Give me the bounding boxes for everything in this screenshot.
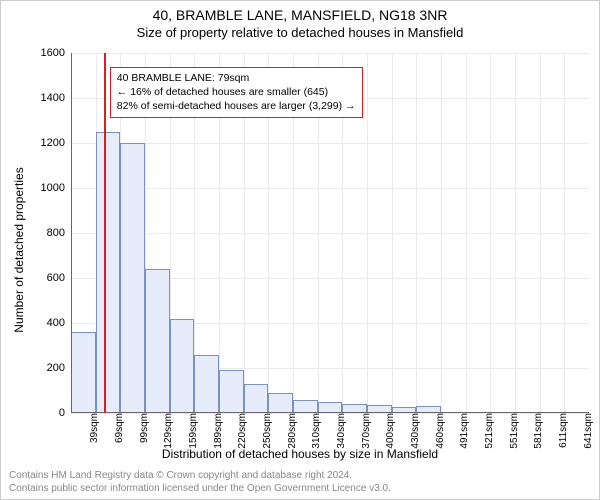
x-tick-label: 581sqm [531,413,544,449]
footer-line-1: Contains HM Land Registry data © Crown c… [9,469,391,482]
page-title: 40, BRAMBLE LANE, MANSFIELD, NG18 3NR [1,1,599,23]
x-tick-label: 250sqm [260,413,273,449]
histogram-bar [219,370,244,413]
histogram-chart: 0200400600800100012001400160039sqm69sqm9… [71,53,589,413]
gridline-v [564,53,565,413]
gridline-h [71,233,589,234]
gridline-h [71,53,589,54]
y-tick-label: 1200 [41,137,71,149]
histogram-bar [268,393,293,413]
x-tick-label: 491sqm [457,413,470,449]
reference-marker-line [104,53,106,413]
x-tick-label: 39sqm [87,413,100,443]
x-tick-label: 611sqm [556,413,569,448]
y-tick-label: 200 [47,362,71,374]
histogram-bar [145,269,170,413]
y-tick-label: 600 [47,272,71,284]
x-tick-label: 99sqm [137,413,150,443]
histogram-bar [170,319,195,414]
y-tick-label: 0 [59,407,71,419]
x-tick-label: 280sqm [285,413,298,449]
footer-line-2: Contains public sector information licen… [9,482,391,495]
gridline-v [515,53,516,413]
y-tick-label: 1000 [41,182,71,194]
x-tick-label: 460sqm [433,413,446,449]
gridline-v [392,53,393,413]
callout-line-3: 82% of semi-detached houses are larger (… [117,99,356,113]
x-tick-label: 400sqm [383,413,396,449]
chart-card: 40, BRAMBLE LANE, MANSFIELD, NG18 3NR Si… [0,0,600,500]
x-tick-label: 370sqm [359,413,372,449]
callout-box: 40 BRAMBLE LANE: 79sqm← 16% of detached … [110,67,363,118]
gridline-v [490,53,491,413]
x-tick-label: 220sqm [235,413,248,449]
x-tick-label: 551sqm [507,413,520,449]
y-tick-label: 1600 [41,47,71,59]
gridline-v [367,53,368,413]
histogram-bar [96,132,121,413]
histogram-bar [120,143,145,413]
gridline-v [416,53,417,413]
attribution-footer: Contains HM Land Registry data © Crown c… [9,469,391,495]
y-tick-label: 800 [47,227,71,239]
gridline-v [441,53,442,413]
plot-area: 0200400600800100012001400160039sqm69sqm9… [71,53,589,413]
y-tick-label: 1400 [41,92,71,104]
x-axis-label: Distribution of detached houses by size … [162,447,438,461]
callout-line-1: 40 BRAMBLE LANE: 79sqm [117,71,356,85]
gridline-h [71,188,589,189]
x-tick-label: 430sqm [408,413,421,449]
histogram-bar [194,355,219,414]
x-tick-label: 69sqm [112,413,125,443]
histogram-bar [71,332,96,413]
x-tick-label: 310sqm [309,413,322,449]
x-tick-label: 159sqm [186,413,199,449]
page-subtitle: Size of property relative to detached ho… [1,23,599,40]
x-tick-label: 641sqm [581,413,594,449]
gridline-h [71,143,589,144]
y-axis-line [71,53,72,413]
y-axis-label: Number of detached properties [12,167,26,332]
x-tick-label: 129sqm [161,413,174,449]
x-tick-label: 521sqm [482,413,495,449]
gridline-v [466,53,467,413]
y-tick-label: 400 [47,317,71,329]
x-tick-label: 189sqm [211,413,224,449]
x-axis-line [71,412,589,413]
histogram-bar [293,400,318,414]
gridline-v [540,53,541,413]
callout-line-2: ← 16% of detached houses are smaller (64… [117,85,356,99]
x-tick-label: 340sqm [334,413,347,449]
histogram-bar [244,384,269,413]
